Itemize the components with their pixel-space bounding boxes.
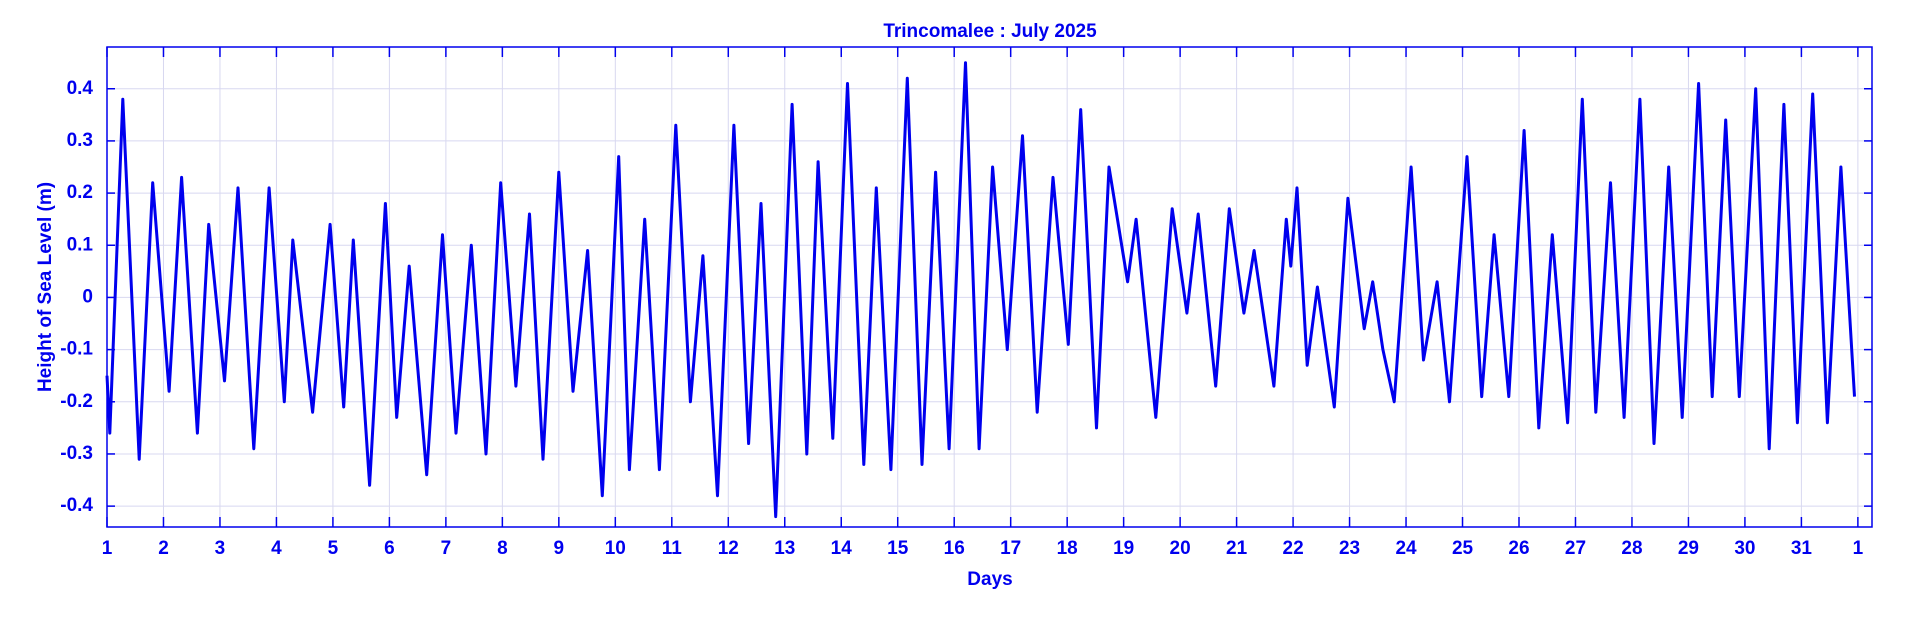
x-tick-label: 9 [554,538,565,559]
x-tick-label: 3 [215,538,226,559]
x-tick-label: 4 [271,538,282,559]
x-tick-label: 11 [662,538,683,559]
y-tick-label: -0.4 [60,495,93,516]
x-tick-label: 16 [944,538,965,559]
x-tick-label: 29 [1678,538,1699,559]
x-tick-label: 27 [1565,538,1586,559]
y-tick-label: -0.2 [60,391,93,412]
x-tick-label: 23 [1339,538,1360,559]
y-tick-label: 0.1 [67,234,94,255]
x-tick-label: 30 [1734,538,1755,559]
chart-title: Trincomalee : July 2025 [883,21,1097,42]
y-tick-label: 0.2 [67,182,93,203]
data-line [105,61,1856,519]
plot-frame [106,46,1873,528]
x-tick-label: 2 [158,538,169,559]
x-tick-label: 5 [328,538,339,559]
x-tick-label: 12 [718,538,739,559]
x-tick-label: 8 [497,538,508,559]
x-tick-label: 15 [887,538,909,559]
x-tick-label: 6 [384,538,395,559]
x-tick-label: 7 [441,538,452,559]
x-tick-label: 26 [1508,538,1529,559]
x-axis-label: Days [967,569,1012,590]
x-tick-label: 1 [1853,538,1864,559]
x-tick-label: 18 [1057,538,1078,559]
x-tick-label: 28 [1621,538,1642,559]
x-tick-label: 19 [1113,538,1134,559]
x-tick-label: 17 [1000,538,1021,559]
x-tick-label: 1 [102,538,113,559]
x-tick-label: 21 [1226,538,1248,559]
x-tick-label: 10 [605,538,626,559]
y-tick-label: 0.4 [67,78,94,99]
y-tick-label: -0.3 [60,443,93,464]
y-axis-label: Height of Sea Level (m) [35,182,56,392]
y-tick-label: 0.3 [67,130,93,151]
x-tick-label: 20 [1170,538,1191,559]
x-tick-label: 13 [774,538,795,559]
x-tick-label: 25 [1452,538,1474,559]
x-tick-label: 31 [1791,538,1813,559]
y-tick-label: -0.1 [60,339,93,360]
x-tick-label: 24 [1395,538,1417,559]
y-tick-label: 0 [82,286,93,307]
x-tick-label: 14 [831,538,853,559]
x-tick-label: 22 [1283,538,1304,559]
